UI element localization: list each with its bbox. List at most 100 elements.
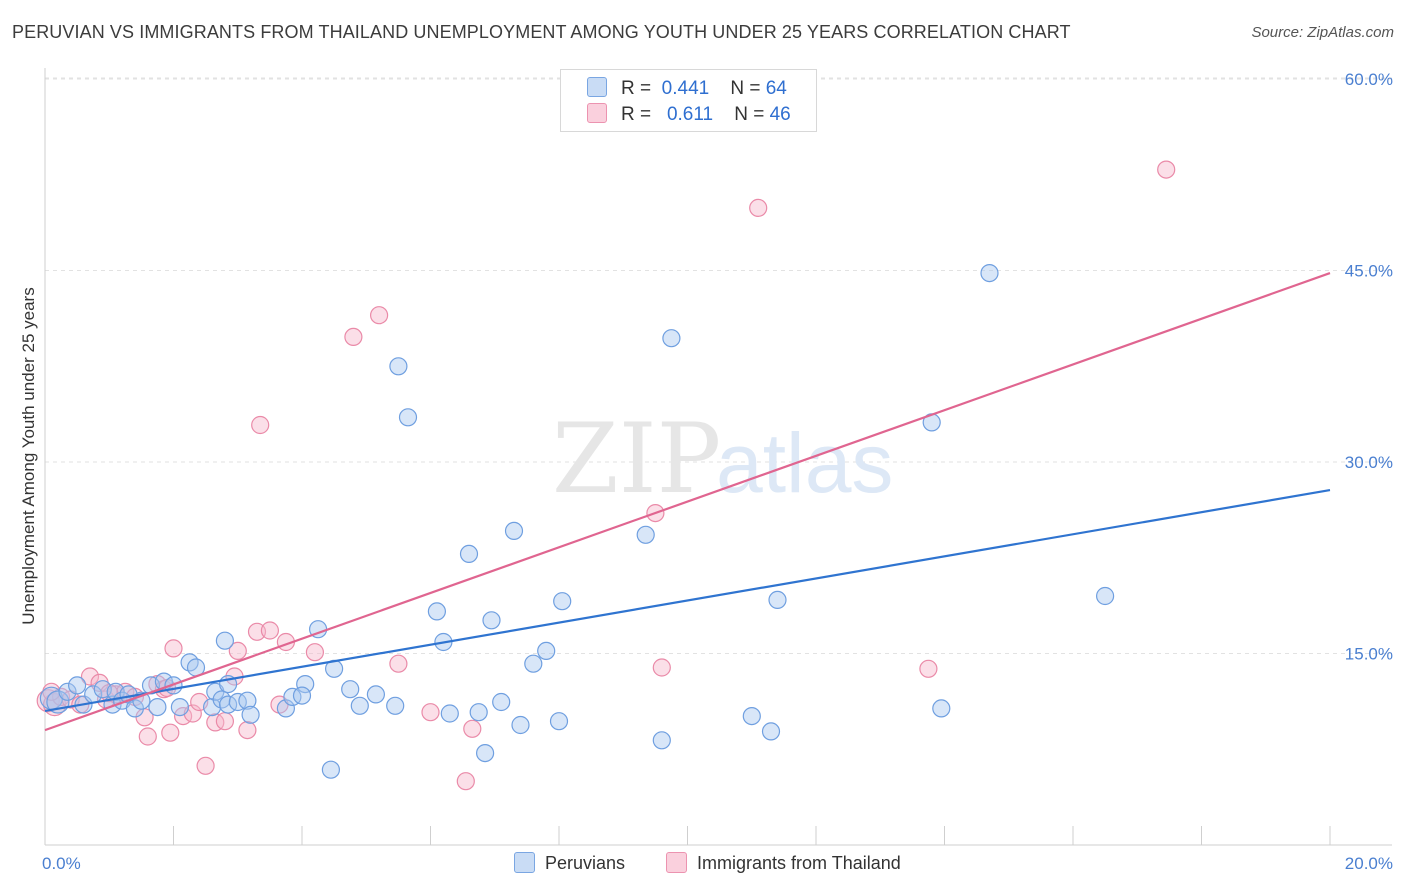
bottom-legend-swatch-blue <box>514 852 535 873</box>
thailand-point <box>238 720 257 740</box>
y-tick-label: 15.0% <box>1345 645 1393 664</box>
peruvian-point <box>228 692 247 712</box>
legend-n-label: N = <box>734 104 765 125</box>
thailand-point <box>344 327 363 346</box>
thailand-point <box>421 703 440 722</box>
thailand-point <box>305 643 324 662</box>
peruvian-point <box>742 706 761 726</box>
peruvian-point <box>504 521 524 541</box>
legend-row-thailand: R = 0.611 N = 46 <box>587 103 791 127</box>
peruvian-point <box>238 691 257 710</box>
axes <box>44 68 1392 846</box>
legend-n-label: N = <box>730 78 761 99</box>
peruvian-point <box>636 525 655 544</box>
legend-r-value: 0.611 <box>666 104 714 125</box>
correlation-legend: R = 0.441 N = 64 R = 0.611 N = 46 <box>560 69 817 132</box>
thailand-trend-line <box>44 272 1331 732</box>
thailand-point <box>652 658 671 677</box>
peruvian-point <box>652 731 671 750</box>
peruvian-point <box>662 329 681 348</box>
peruvian-point <box>427 602 446 621</box>
thailand-point <box>1157 160 1176 179</box>
thailand-point <box>161 723 180 742</box>
watermark: ZIP atlas <box>552 403 893 515</box>
thailand-point <box>456 772 475 791</box>
peruvian-point <box>241 705 260 724</box>
peruvian-point <box>366 685 385 704</box>
thailand-point <box>919 659 938 678</box>
peruvian-point <box>459 544 479 564</box>
grid-lines <box>45 77 1392 654</box>
peruvian-point <box>215 631 234 650</box>
y-tick-label: 60.0% <box>1345 70 1393 89</box>
thailand-point <box>228 641 247 661</box>
thailand-point <box>251 415 270 435</box>
source-label: Source: ZipAtlas.com <box>1251 24 1394 41</box>
bottom-legend-swatch-pink <box>666 852 687 873</box>
peruvian-point <box>511 715 530 735</box>
x-tick-label: 20.0% <box>1345 854 1393 873</box>
thailand-point <box>196 756 215 775</box>
peruvian-point <box>469 703 488 722</box>
peruvian-point <box>768 590 787 610</box>
bottom-legend-label: Immigrants from Thailand <box>697 853 901 873</box>
legend-swatch-blue <box>587 77 607 97</box>
chart-title: PERUVIAN VS IMMIGRANTS FROM THAILAND UNE… <box>12 22 1071 42</box>
legend-r-label: R = <box>621 104 652 125</box>
peruvian-point <box>276 699 295 718</box>
bottom-legend-label: Peruvians <box>545 853 626 873</box>
peruvian-point <box>761 722 781 741</box>
peruvians-trend-line <box>44 489 1331 713</box>
peruvian-point <box>67 676 87 695</box>
thailand-point <box>215 712 234 731</box>
peruvian-point <box>932 699 951 718</box>
thailand-point <box>389 654 408 673</box>
peruvian-point <box>1095 586 1115 606</box>
watermark-atlas: atlas <box>716 416 893 510</box>
x-tick-label: 0.0% <box>42 854 81 873</box>
y-tick-label: 45.0% <box>1345 262 1393 281</box>
thailand-point <box>247 622 267 641</box>
peruvian-point <box>549 712 569 731</box>
peruvian-point <box>350 696 369 715</box>
thailand-point <box>463 719 482 738</box>
peruvian-point <box>283 687 302 707</box>
peruvian-point <box>537 641 556 661</box>
watermark-zip: ZIP <box>552 403 721 515</box>
bottom-legend-peruvians: Peruvians <box>514 852 625 874</box>
peruvian-point <box>170 697 189 717</box>
thailand-point <box>206 713 225 732</box>
peruvian-point <box>524 654 543 673</box>
peruvian-point <box>321 760 340 779</box>
legend-n-value: 64 <box>765 78 787 99</box>
peruvian-point <box>389 357 408 376</box>
thailand-point <box>36 689 60 713</box>
peruvian-point <box>292 686 312 705</box>
y-axis-label: Unemployment Among Youth under 25 years <box>19 287 38 624</box>
peruvian-point <box>148 697 167 717</box>
peruvian-point <box>386 696 405 715</box>
peruvian-point <box>296 674 315 694</box>
legend-n-value: 46 <box>769 104 791 125</box>
peruvian-point <box>553 592 572 611</box>
peruvian-point <box>440 704 459 723</box>
peruvian-point <box>203 697 222 717</box>
axis-labels: 15.0% 30.0% 45.0% 60.0% 0.0% 20.0% Unemploymen… <box>19 70 1393 873</box>
legend-swatch-pink <box>587 103 607 123</box>
peruvian-point <box>980 264 999 283</box>
thailand-point <box>164 639 183 658</box>
thailand-point <box>370 306 389 325</box>
thailand-point <box>80 667 100 686</box>
peruvian-point <box>398 408 418 427</box>
thailand-point <box>749 198 768 217</box>
legend-r-label: R = <box>621 78 652 99</box>
peruvian-point <box>492 692 511 712</box>
thailand-point <box>260 621 279 640</box>
thailand-point <box>138 727 157 746</box>
y-tick-label: 30.0% <box>1345 453 1393 472</box>
legend-row-peruvians: R = 0.441 N = 64 <box>587 77 787 101</box>
peruvian-point <box>58 682 77 701</box>
legend-r-value: 0.441 <box>661 78 710 99</box>
trend-lines <box>44 272 1331 732</box>
